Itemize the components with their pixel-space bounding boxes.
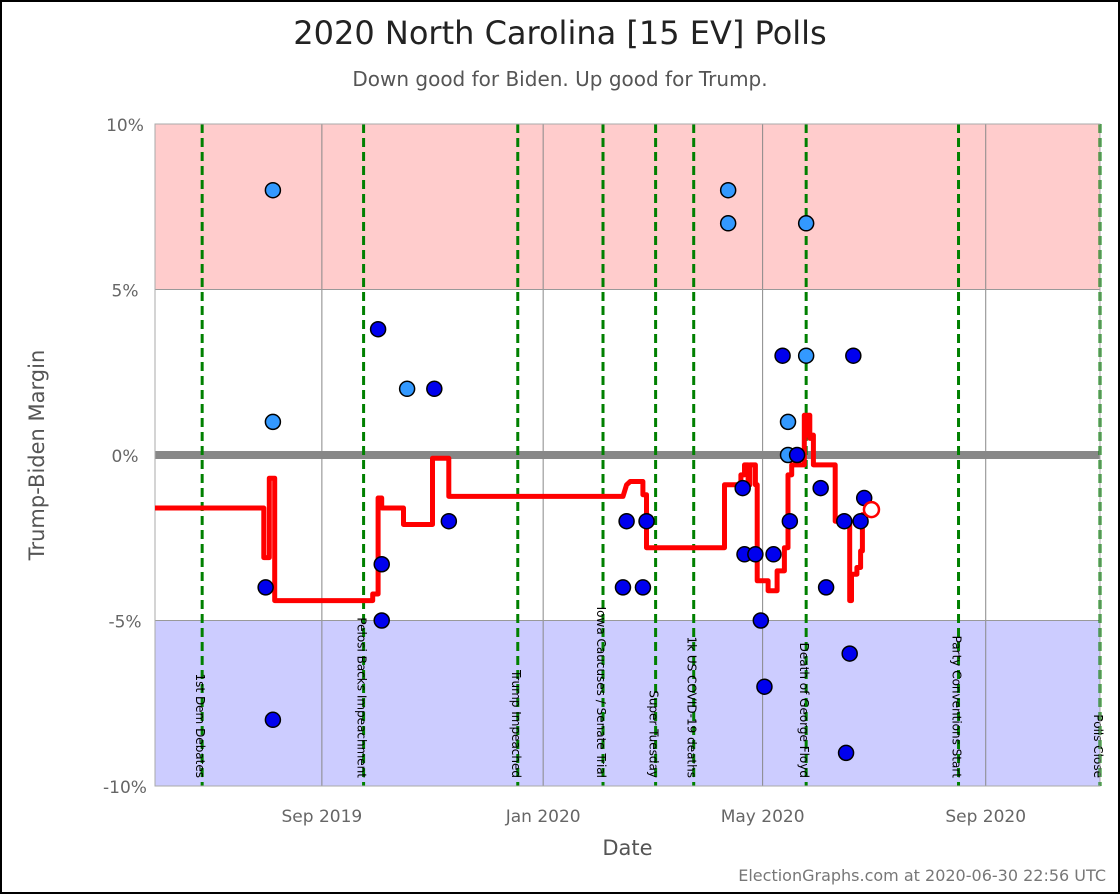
poll-point: [752, 612, 770, 629]
poll-point: [264, 181, 282, 199]
x-tick-label: Sep 2019: [282, 807, 363, 827]
credit-text: ElectionGraphs.com at 2020-06-30 22:56 U…: [738, 866, 1106, 885]
chart-title: 2020 North Carolina [15 EV] Polls: [293, 14, 827, 52]
poll-point: [426, 380, 443, 398]
plot-border: [154, 123, 1101, 787]
event-label: Super Tuesday: [647, 690, 661, 778]
poll-point: [836, 512, 853, 530]
event-label: Pelosi Backs Impeachment: [355, 617, 369, 778]
poll-point: [614, 579, 632, 596]
y-tick-label: 10%: [106, 116, 144, 136]
event-label: Trump Impeached: [509, 669, 523, 778]
chart-subtitle: Down good for Biden. Up good for Trump.: [352, 67, 768, 91]
margin-band: [155, 124, 1100, 290]
poll-point: [398, 380, 416, 398]
poll-point: [634, 579, 652, 596]
poll-point: [756, 678, 773, 695]
y-tick-label: -10%: [103, 778, 147, 798]
event-label: Death of George Floyd: [797, 643, 811, 778]
poll-point: [812, 479, 829, 497]
poll-point: [734, 479, 751, 497]
poll-point: [797, 347, 815, 364]
poll-point: [719, 215, 737, 232]
event-label: 1k US COVID-19 deaths: [685, 636, 699, 778]
poll-point: [841, 645, 858, 662]
event-label: Polls Close: [1091, 714, 1105, 778]
y-tick-label: -5%: [108, 613, 141, 633]
event-label: 1st Dem Debates: [193, 674, 207, 778]
poll-point: [817, 579, 835, 596]
y-tick-label: 5%: [112, 282, 139, 302]
poll-point: [765, 546, 782, 563]
poll-point: [719, 181, 737, 199]
poll-point: [440, 512, 458, 530]
current-average-marker: [862, 500, 881, 519]
poll-point: [747, 546, 764, 563]
y-axis-label: Trump-Biden Margin: [25, 350, 49, 562]
poll-point: [797, 215, 815, 232]
poll-point: [257, 579, 274, 596]
poll-point: [781, 512, 799, 530]
x-tick-label: May 2020: [721, 807, 805, 827]
poll-point: [638, 512, 655, 530]
poll-point: [264, 413, 282, 431]
x-tick-label: Sep 2020: [945, 807, 1026, 827]
poll-point: [373, 555, 390, 573]
average-line: [155, 412, 868, 604]
x-axis-label: Date: [602, 836, 652, 860]
poll-point: [788, 446, 806, 464]
event-label: Iowa Caucuses / Senate Trial: [594, 607, 608, 778]
poll-point: [774, 347, 791, 364]
poll-point: [845, 347, 862, 364]
y-tick-label: 0%: [112, 447, 139, 467]
poll-point: [852, 512, 869, 530]
poll-point: [373, 612, 390, 629]
x-tick-label: Jan 2020: [505, 807, 581, 827]
margin-band: [155, 620, 1100, 786]
poll-point: [618, 512, 635, 530]
poll-point: [779, 413, 797, 431]
event-label: Party Conventions Start: [950, 636, 964, 779]
poll-point: [837, 744, 855, 762]
poll-point: [264, 711, 282, 729]
poll-point: [369, 320, 387, 338]
